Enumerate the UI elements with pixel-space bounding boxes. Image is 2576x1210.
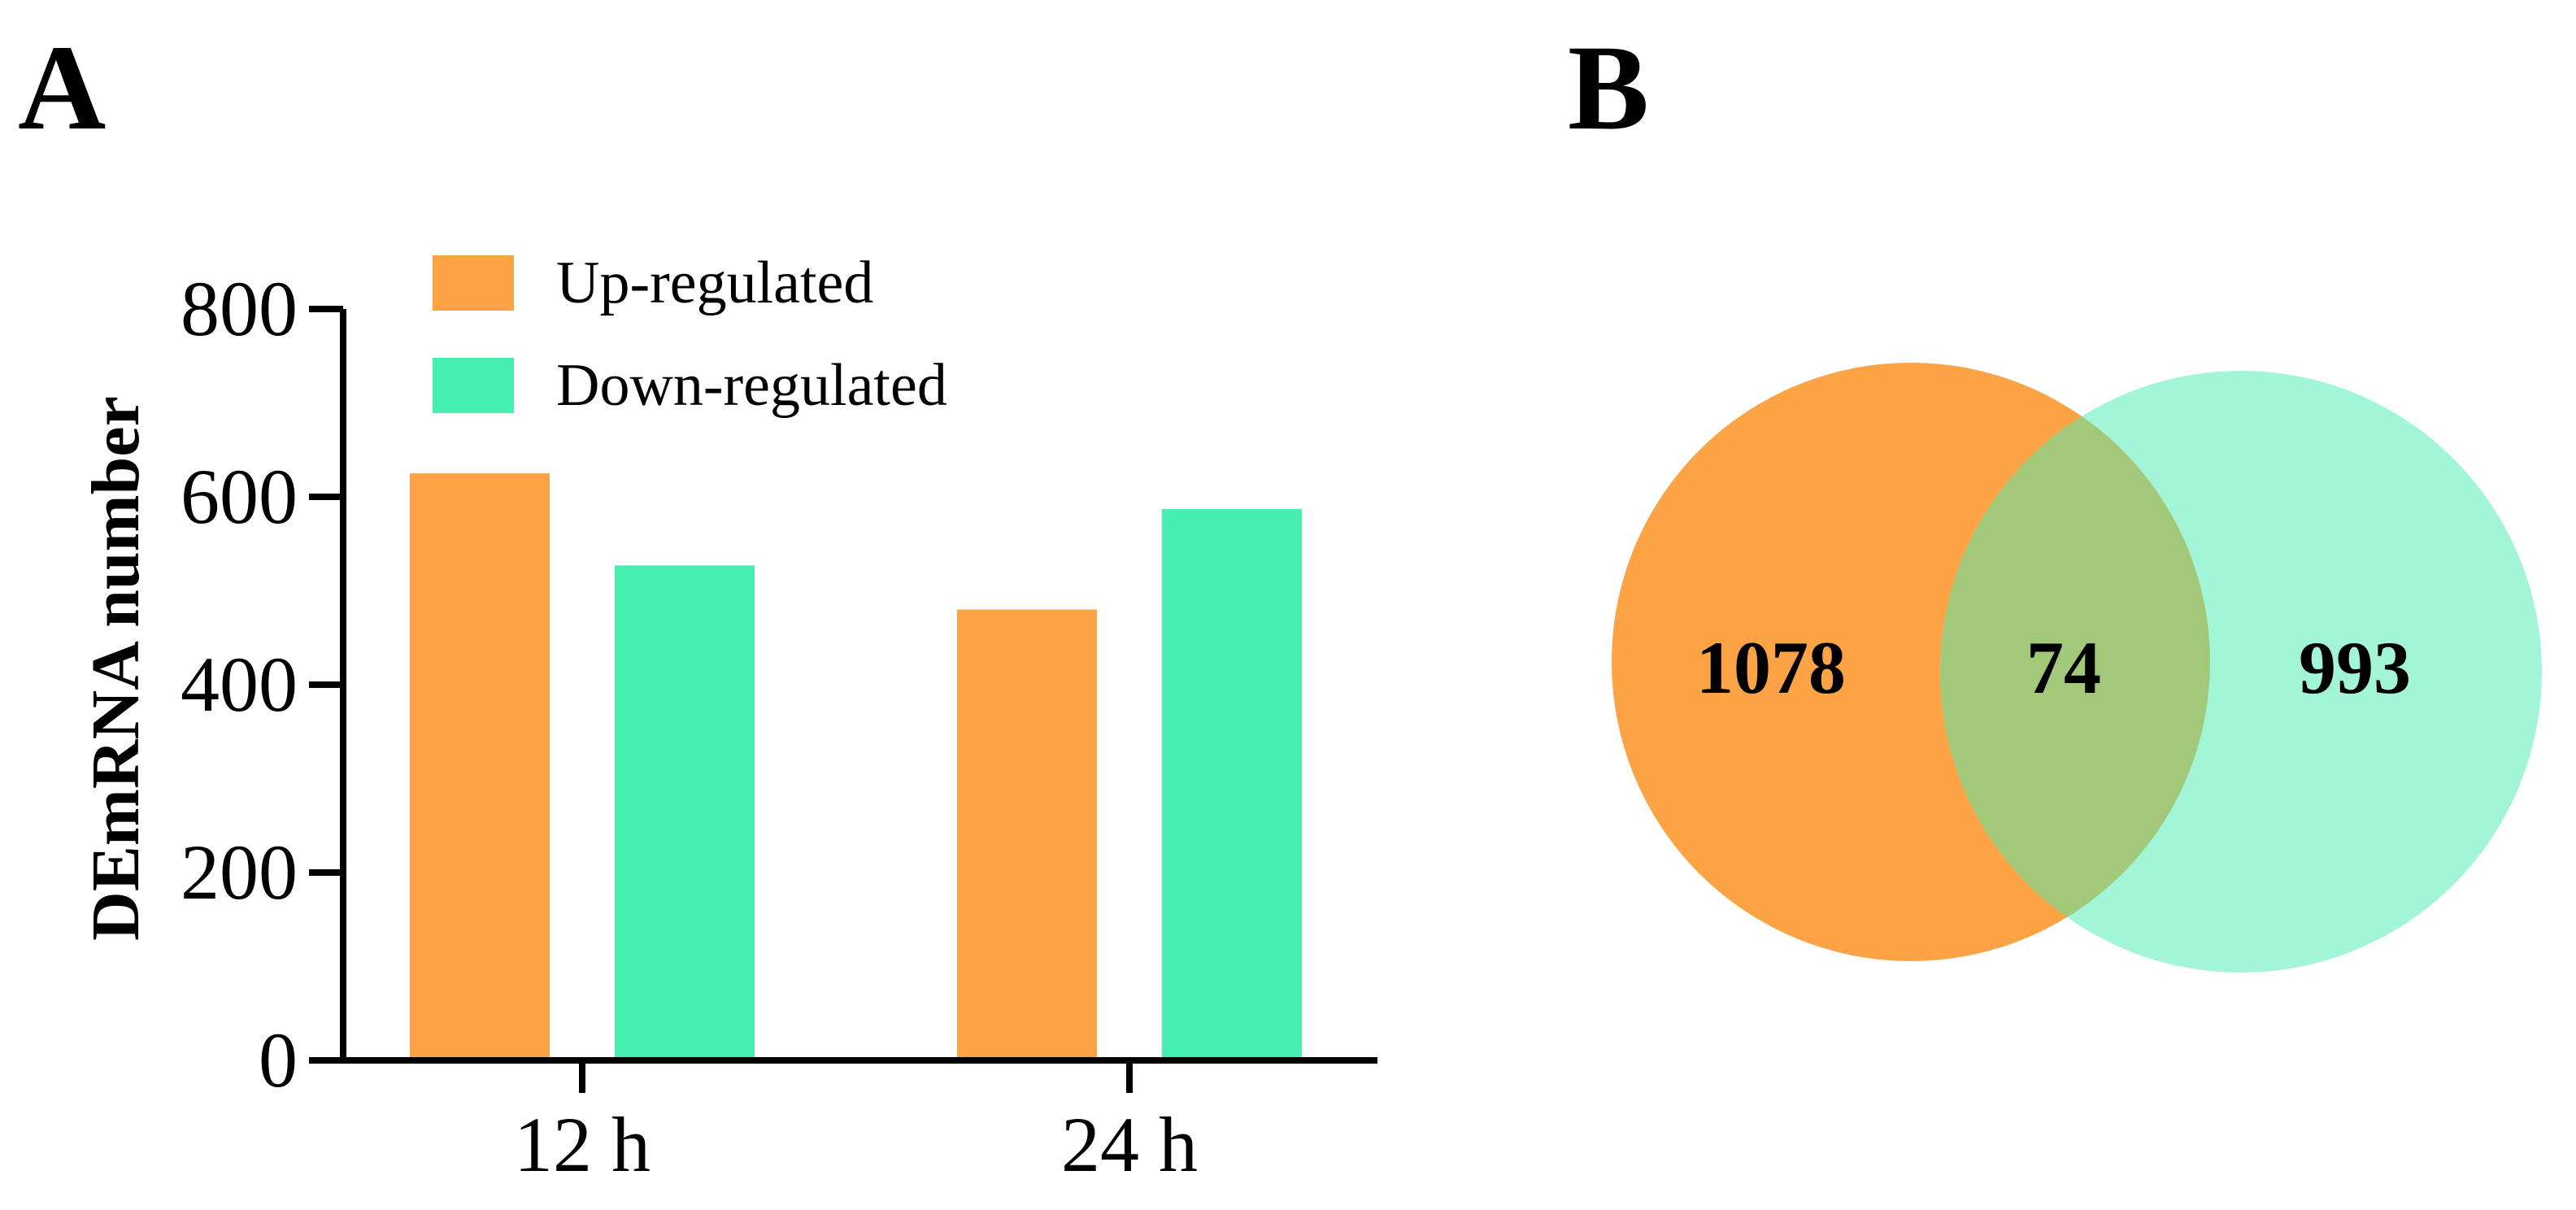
legend-label-up-regulated: Up-regulated <box>556 250 873 316</box>
venn-diagram: 1078 74 993 <box>1612 363 2542 973</box>
y-tick-label-600: 600 <box>181 453 298 540</box>
y-tick-label-0: 0 <box>259 1016 298 1103</box>
legend: Up-regulated Down-regulated <box>433 250 947 419</box>
bar-down-regulated-12h <box>615 565 755 1060</box>
y-tick-label-200: 200 <box>181 829 298 916</box>
venn-count-left-only: 1078 <box>1696 626 1846 709</box>
y-tick-label-800: 800 <box>181 265 298 352</box>
panel-label-b: B <box>1568 20 1649 155</box>
y-tick-label-400: 400 <box>181 641 298 728</box>
x-tick-label-24h: 24 h <box>1061 1101 1198 1188</box>
venn-count-overlap: 74 <box>2026 626 2101 709</box>
bars <box>410 473 1302 1060</box>
venn-count-right-only: 993 <box>2299 626 2411 709</box>
y-ticks: 0 200 400 600 800 <box>181 265 343 1103</box>
panel-label-a: A <box>18 20 106 155</box>
legend-label-down-regulated: Down-regulated <box>556 352 947 419</box>
bar-up-regulated-24h <box>957 609 1097 1060</box>
bar-up-regulated-12h <box>410 473 550 1060</box>
legend-swatch-down-regulated <box>433 358 514 413</box>
y-axis-title: DEmRNA number <box>78 396 154 941</box>
bar-down-regulated-24h <box>1162 509 1302 1060</box>
venn-overlap <box>1940 371 2210 961</box>
bar-chart: DEmRNA number 0 200 400 600 800 12 h 24 h Up-… <box>78 250 1377 1188</box>
legend-swatch-up-regulated <box>433 255 514 311</box>
x-ticks: 12 h 24 h <box>514 1060 1198 1188</box>
x-tick-label-12h: 12 h <box>514 1101 651 1188</box>
